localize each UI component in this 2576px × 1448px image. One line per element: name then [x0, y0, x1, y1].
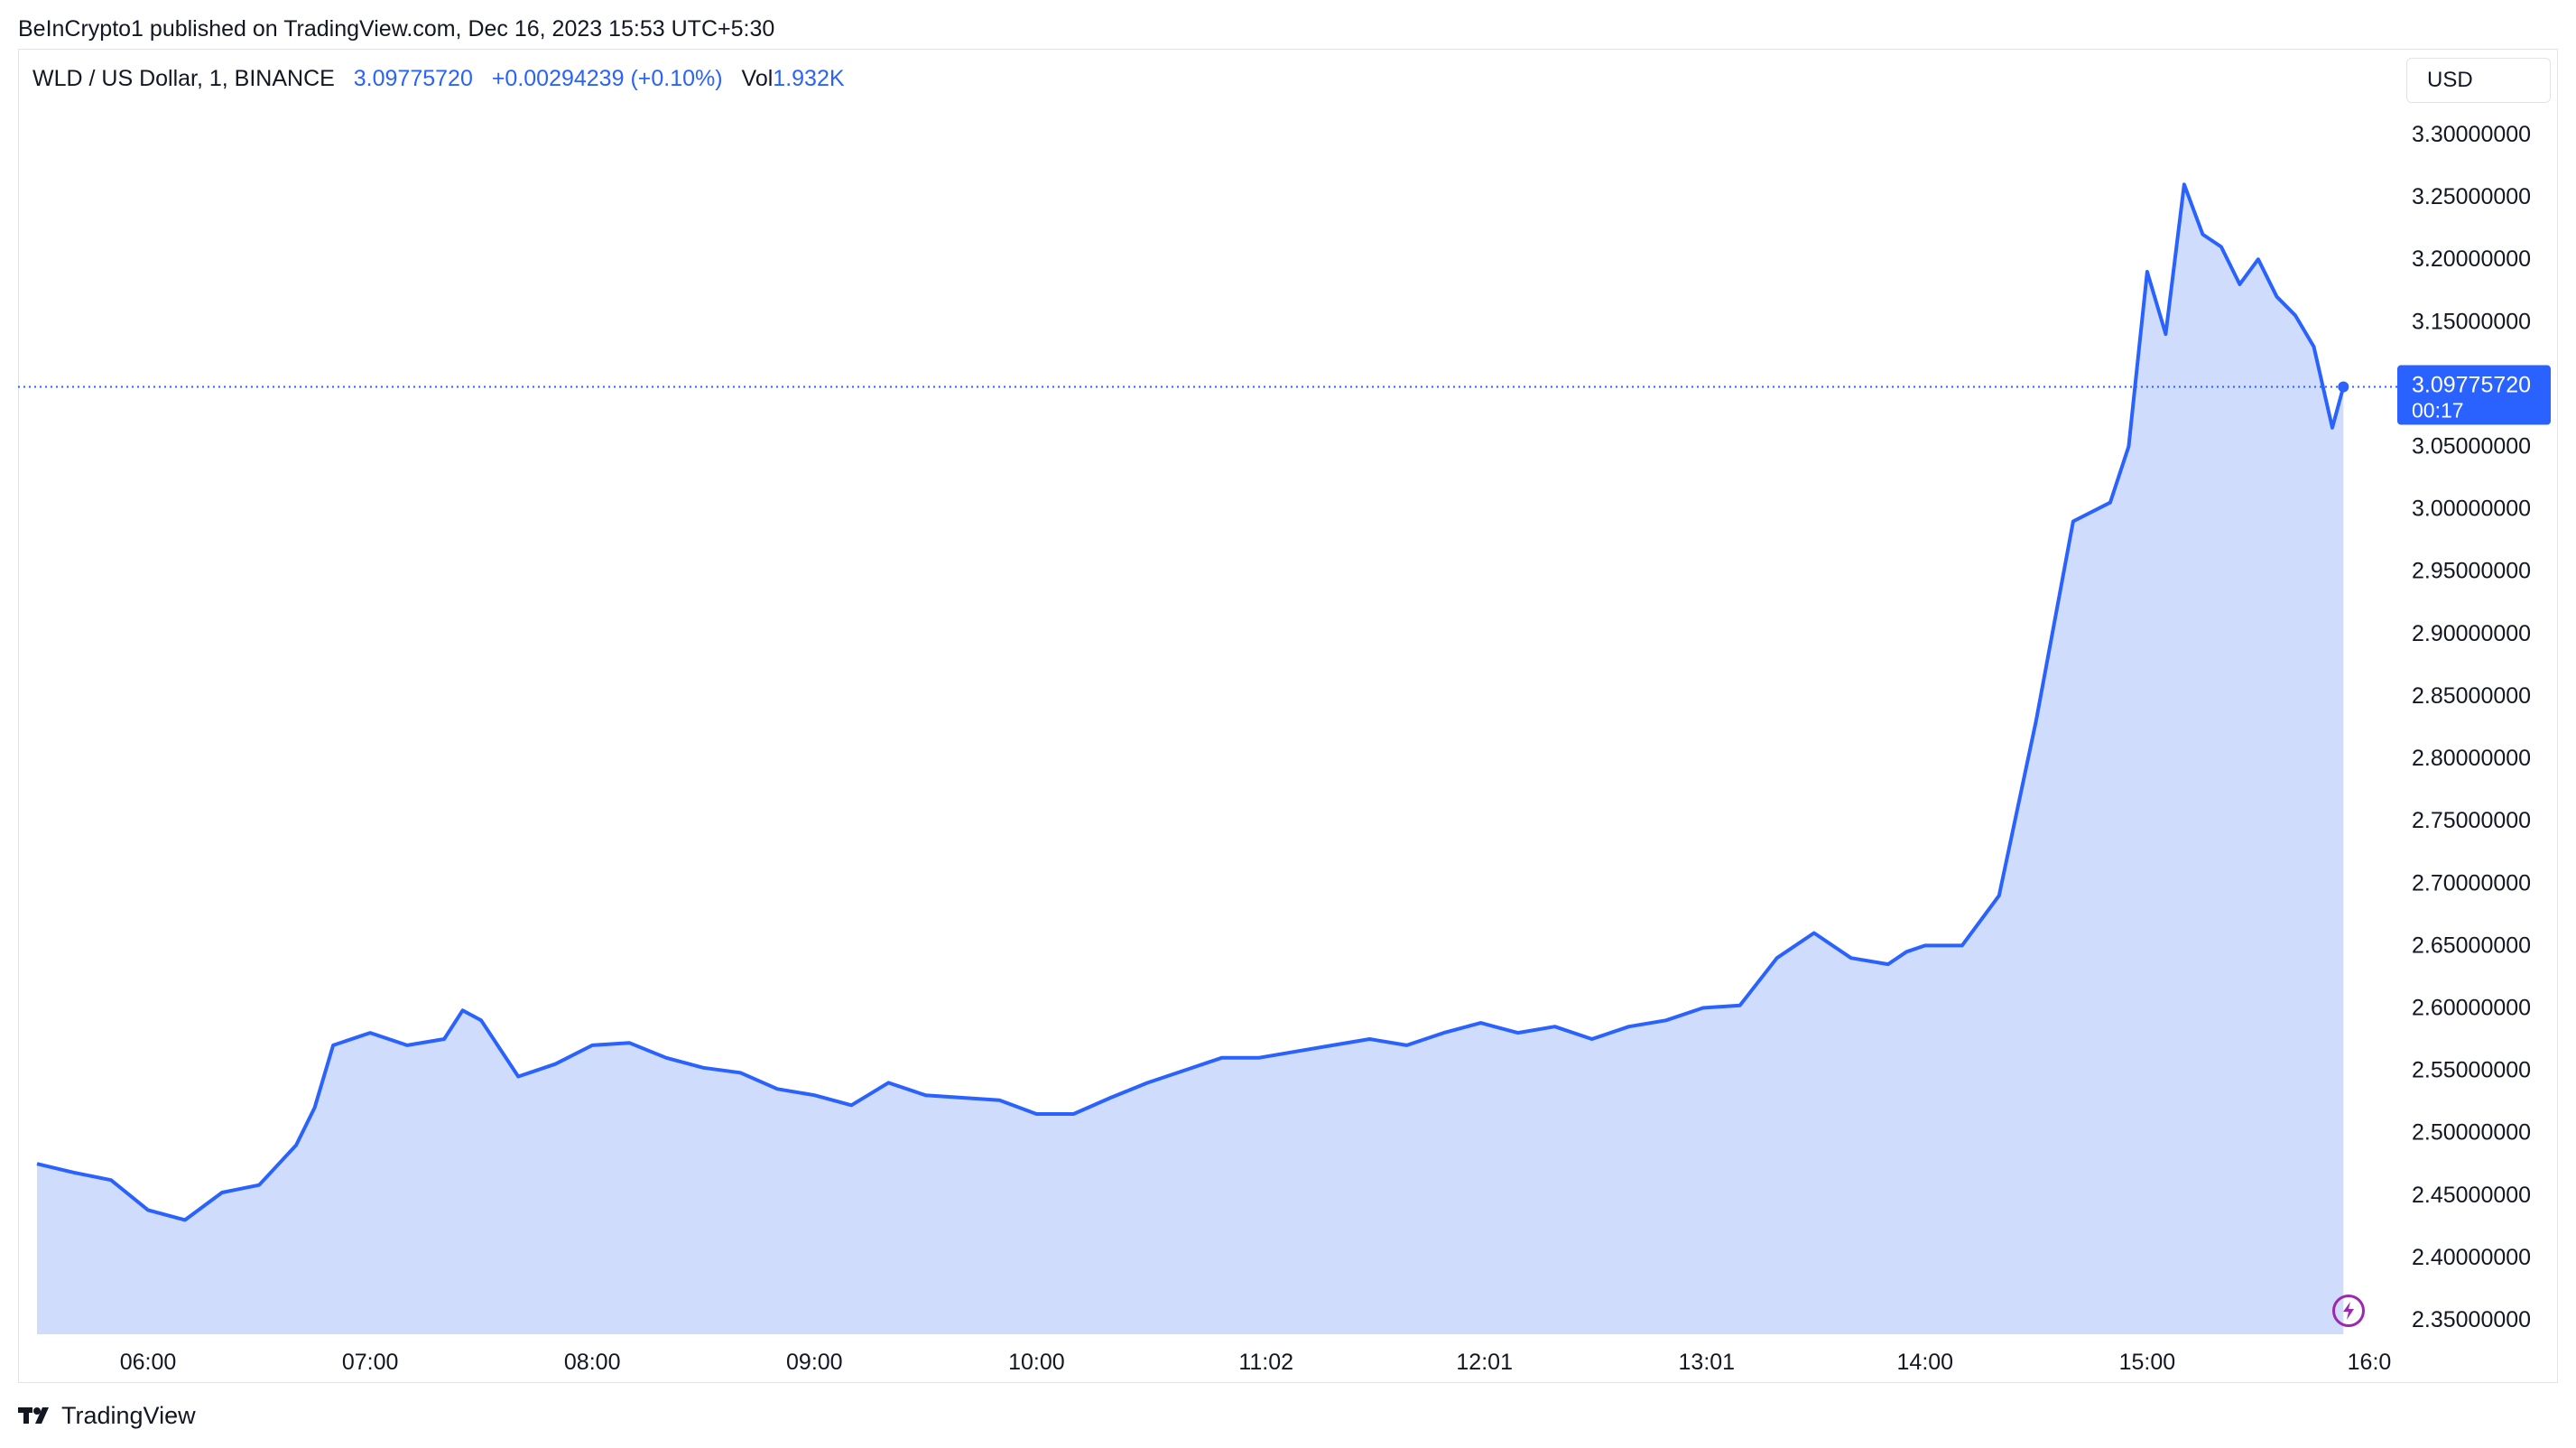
- y-tick-label-17: 2.45000000: [2412, 1183, 2531, 1208]
- y-tick-label-10: 2.80000000: [2412, 746, 2531, 771]
- x-tick-label-1: 07:00: [342, 1350, 399, 1375]
- tradingview-logo[interactable]: TradingView: [18, 1401, 196, 1430]
- published-caption: BeInCrypto1 published on TradingView.com…: [18, 16, 775, 42]
- price-area: [37, 184, 2344, 1334]
- x-tick-label-6: 12:01: [1456, 1350, 1513, 1375]
- y-tick-label-16: 2.50000000: [2412, 1120, 2531, 1146]
- y-tick-label-1: 3.25000000: [2412, 184, 2531, 209]
- x-tick-label-3: 09:00: [786, 1350, 843, 1375]
- x-tick-label-0: 06:00: [120, 1350, 177, 1375]
- y-tick-label-3: 3.15000000: [2412, 309, 2531, 334]
- y-tick-label-11: 2.75000000: [2412, 808, 2531, 833]
- price-line: [36, 182, 2346, 1222]
- price-change: +0.00294239 (+0.10%): [491, 66, 723, 91]
- symbol-title[interactable]: WLD / US Dollar, 1, BINANCE: [32, 66, 335, 91]
- y-tick-label-15: 2.55000000: [2412, 1058, 2531, 1083]
- y-tick-label-19: 2.35000000: [2412, 1307, 2531, 1332]
- last-point: [2338, 381, 2349, 393]
- last-price: 3.09775720: [353, 66, 473, 91]
- symbol-legend: WLD / US Dollar, 1, BINANCE 3.09775720 +…: [32, 66, 845, 92]
- volume-value: 1.932K: [773, 66, 845, 91]
- tradingview-logo-icon: [18, 1407, 49, 1424]
- y-tick-label-0: 3.30000000: [2412, 122, 2531, 147]
- flash-icon[interactable]: [2332, 1295, 2365, 1327]
- x-tick-label-2: 08:00: [564, 1350, 621, 1375]
- price-label-box: [2397, 365, 2551, 425]
- time-axis: 06:00 07:00 08:00 09:00 10:00 11:02 12:01 13:01…: [120, 1350, 2392, 1375]
- x-tick-label-8: 14:00: [1897, 1350, 1954, 1375]
- plot-area: [18, 182, 2397, 1334]
- x-tick-label-4: 10:00: [1008, 1350, 1065, 1375]
- y-tick-label-18: 2.40000000: [2412, 1245, 2531, 1270]
- volume-label: Vol: [741, 66, 774, 91]
- y-tick-label-7: 2.95000000: [2412, 559, 2531, 584]
- y-tick-label-12: 2.70000000: [2412, 870, 2531, 896]
- x-tick-label-9: 15:00: [2119, 1350, 2176, 1375]
- price-label-countdown: 00:17: [2412, 399, 2464, 422]
- x-tick-label-10: 16:0: [2348, 1350, 2392, 1375]
- y-tick-label-5: 3.05000000: [2412, 434, 2531, 459]
- currency-button[interactable]: USD: [2406, 58, 2551, 103]
- y-tick-label-13: 2.65000000: [2412, 933, 2531, 958]
- chart-frame: [18, 49, 2558, 1383]
- x-tick-label-7: 13:01: [1679, 1350, 1736, 1375]
- y-tick-label-9: 2.85000000: [2412, 683, 2531, 709]
- brand-name: TradingView: [61, 1401, 196, 1429]
- price-label-value: 3.09775720: [2412, 373, 2531, 398]
- y-tick-label-2: 3.20000000: [2412, 246, 2531, 272]
- x-tick-label-5: 11:02: [1238, 1350, 1293, 1375]
- y-tick-label-6: 3.00000000: [2412, 497, 2531, 522]
- price-axis: 3.30000000 3.25000000 3.20000000 3.15000000…: [2412, 122, 2531, 1332]
- y-tick-label-8: 2.90000000: [2412, 621, 2531, 646]
- y-tick-label-14: 2.60000000: [2412, 995, 2531, 1020]
